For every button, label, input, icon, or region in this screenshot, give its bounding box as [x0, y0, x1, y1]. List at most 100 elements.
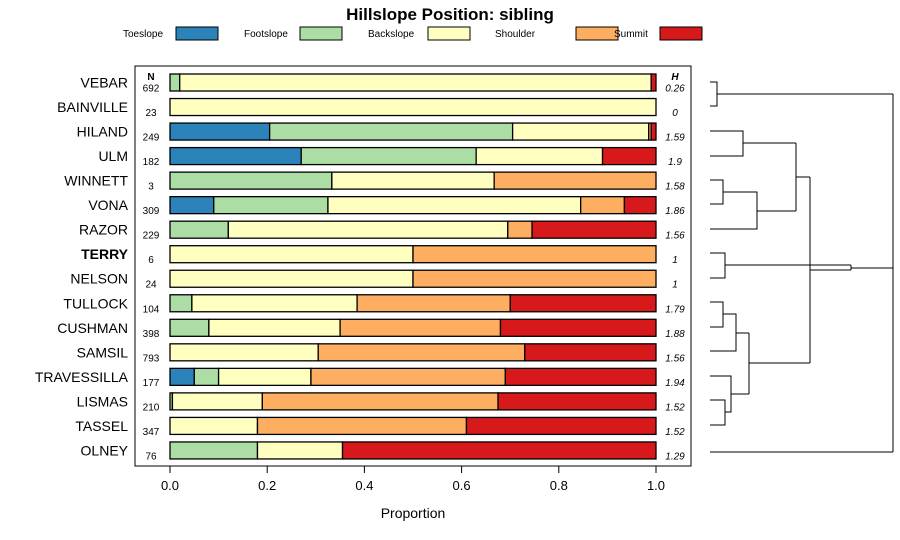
bar-segment-summit: [504, 367, 657, 387]
bar-segment-summit: [465, 416, 657, 436]
soil-label: SAMSIL: [77, 344, 129, 360]
x-axis: 0.0 0.2 0.4 0.6 0.8 1.0: [161, 465, 665, 493]
bar-row-tullock: TULLOCK 104 1.79: [63, 294, 685, 315]
bar-segment-footslope: [268, 122, 514, 141]
legend-label-footslope: Footslope: [244, 29, 288, 40]
h-value: 1.58: [665, 182, 685, 193]
n-column-header: N: [147, 72, 154, 83]
soil-label: ULM: [98, 148, 128, 164]
legend-label-toeslope: Toeslope: [123, 29, 163, 40]
soil-label: RAZOR: [79, 222, 128, 238]
bar-segment-backslope: [169, 343, 319, 362]
soil-label: TRAVESSILLA: [35, 369, 129, 385]
soil-label: TERRY: [81, 246, 129, 262]
x-axis-title: Proportion: [381, 505, 446, 521]
bar-segment-shoulder: [261, 392, 499, 411]
bar-segment-toeslope: [169, 195, 215, 215]
h-value: 1: [672, 280, 678, 291]
n-value: 182: [143, 157, 160, 168]
h-value: 1.86: [665, 206, 685, 217]
bar-row-olney: OLNEY 76 1.29: [81, 441, 685, 462]
bar-segment-backslope: [169, 416, 259, 436]
n-value: 24: [145, 280, 157, 291]
bar-segment-summit: [509, 294, 657, 313]
legend-swatch-toeslope: [175, 26, 219, 41]
bar-segment-backslope: [171, 392, 263, 411]
h-value: 1.52: [665, 427, 685, 438]
h-value: 1.59: [665, 133, 685, 144]
h-value: 1.94: [665, 378, 685, 389]
bar-row-nelson: NELSON 24 1: [70, 269, 678, 291]
bar-segment-shoulder: [339, 318, 502, 337]
legend-swatch-backslope: [427, 26, 471, 41]
soil-label: VEBAR: [81, 75, 128, 91]
bar-row-tassel: TASSEL 347 1.52: [75, 416, 685, 438]
soil-label: VONA: [88, 197, 128, 213]
bar-segment-backslope: [256, 441, 344, 460]
n-value: 23: [145, 108, 157, 119]
bar-segment-footslope: [193, 367, 220, 387]
bar-row-travessilla: TRAVESSILLA 177 1.94: [35, 367, 685, 389]
bar-segment-backslope: [179, 73, 652, 92]
h-value: 1.56: [665, 353, 685, 364]
bar-segment-backslope: [475, 146, 604, 166]
soil-label: HILAND: [77, 124, 128, 140]
n-value: 692: [143, 84, 160, 95]
bar-row-winnett: WINNETT 3 1.58: [64, 171, 685, 193]
bar-segment-footslope: [169, 318, 210, 337]
bar-segment-backslope: [327, 195, 582, 215]
bar-segment-backslope: [331, 171, 495, 190]
h-value: 1: [672, 255, 678, 266]
bar-segment-shoulder: [317, 343, 526, 362]
legend-swatch-footslope: [299, 26, 343, 41]
legend-swatch-summit: [659, 26, 703, 41]
bar-segment-summit: [497, 392, 657, 411]
bar-row-terry: TERRY 6 1: [81, 245, 678, 266]
n-value: 347: [143, 427, 160, 438]
h-value: 1.9: [668, 157, 682, 168]
bar-row-bainville: BAINVILLE 23 0: [57, 97, 678, 119]
x-tick-label: 1.0: [647, 478, 665, 493]
bar-segment-shoulder: [256, 416, 468, 436]
bar-row-vebar: VEBAR 692 0.26: [81, 73, 685, 95]
bar-segment-shoulder: [580, 195, 626, 215]
bar-segment-backslope: [227, 220, 509, 239]
bar-segment-backslope: [511, 122, 650, 141]
n-value: 793: [143, 353, 160, 364]
bar-row-lismas: LISMAS 210 1.52: [77, 392, 685, 413]
bar-segment-summit: [524, 343, 657, 362]
legend: Toeslope Footslope Backslope Shoulder Summit: [123, 26, 703, 41]
bar-row-cushman: CUSHMAN 398 1.88: [57, 318, 685, 340]
bar-segment-shoulder: [412, 269, 657, 288]
legend-label-backslope: Backslope: [368, 29, 415, 40]
bar-segment-shoulder: [356, 294, 511, 313]
x-tick-label: 0.0: [161, 478, 179, 493]
h-value: 0.26: [665, 84, 685, 95]
legend-label-summit: Summit: [614, 29, 648, 40]
n-value: 6: [148, 255, 154, 266]
bar-segment-backslope: [169, 245, 414, 264]
n-value: 249: [143, 133, 160, 144]
bar-segment-summit: [601, 146, 657, 166]
n-value: 210: [143, 402, 160, 413]
h-value: 1.52: [665, 402, 685, 413]
chart-title: Hillslope Position: sibling: [346, 5, 554, 24]
h-value: 1.79: [665, 304, 685, 315]
bar-segment-backslope: [208, 318, 341, 337]
n-value: 309: [143, 206, 160, 217]
bar-rows: VEBAR 692 0.26 BAINVILLE 23 0 HILAND 249 1.59 ULM…: [35, 73, 685, 462]
bar-row-razor: RAZOR 229 1.56: [79, 220, 685, 242]
bar-segment-backslope: [169, 269, 414, 288]
bar-segment-toeslope: [169, 122, 271, 141]
bar-segment-shoulder: [412, 245, 657, 264]
x-tick-label: 0.4: [355, 478, 373, 493]
bar-segment-footslope: [169, 441, 259, 460]
bar-segment-backslope: [191, 294, 358, 313]
legend-label-shoulder: Shoulder: [495, 29, 536, 40]
bar-segment-summit: [341, 441, 657, 460]
bar-segment-summit: [623, 195, 657, 215]
dendrogram: [710, 81, 894, 453]
soil-label: LISMAS: [77, 393, 128, 409]
soil-label: TULLOCK: [63, 295, 128, 311]
